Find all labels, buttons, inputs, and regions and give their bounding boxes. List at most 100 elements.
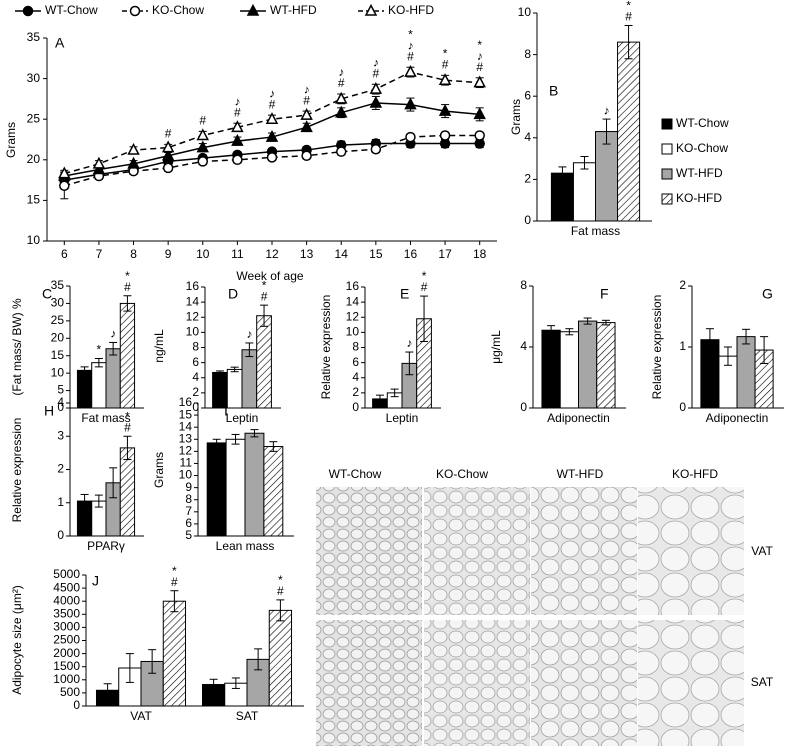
y-tick-label: 2000 bbox=[53, 646, 80, 660]
data-point bbox=[127, 156, 140, 169]
data-point bbox=[334, 91, 348, 104]
y-tick-label: 13 bbox=[179, 431, 193, 445]
micrograph-column-label: WT-Chow bbox=[329, 467, 382, 481]
y-tick-label: 0 bbox=[57, 528, 64, 542]
data-point bbox=[404, 64, 417, 77]
annotation: # bbox=[277, 584, 284, 598]
legend-marker bbox=[129, 5, 141, 17]
panel-label: J bbox=[92, 573, 99, 589]
data-point bbox=[300, 108, 313, 120]
annotation: ♪ bbox=[304, 82, 310, 96]
legend-marker bbox=[246, 3, 260, 16]
bar bbox=[736, 336, 756, 409]
bar bbox=[206, 442, 227, 537]
y-tick-label: 8 bbox=[352, 340, 359, 354]
y-tick-label: 0 bbox=[73, 698, 80, 712]
panel-label: B bbox=[549, 83, 558, 99]
y-tick-label: 10 bbox=[51, 365, 65, 379]
micrograph-column-label: KO-HFD bbox=[672, 467, 718, 481]
y-axis-label: Relative expression bbox=[10, 418, 24, 523]
annotation: * bbox=[626, 0, 631, 13]
data-point bbox=[369, 95, 383, 108]
y-tick-label: 10 bbox=[27, 233, 41, 247]
annotation: # bbox=[476, 60, 483, 74]
legend-marker bbox=[22, 5, 34, 17]
x-tick-label: Leptin bbox=[386, 411, 419, 425]
annotation: ♪ bbox=[373, 55, 379, 69]
y-tick-label: 0 bbox=[679, 400, 686, 414]
y-tick-label: 10 bbox=[346, 325, 360, 339]
y-tick-label: 3000 bbox=[53, 620, 80, 634]
y-tick-label: 4 bbox=[192, 370, 199, 384]
data-point bbox=[92, 156, 106, 169]
y-tick-label: 3 bbox=[57, 428, 64, 442]
y-tick-label: 20 bbox=[27, 152, 41, 166]
micrograph-image bbox=[531, 620, 637, 746]
y-tick-label: 3500 bbox=[53, 606, 80, 620]
y-tick-label: 1 bbox=[57, 495, 64, 509]
annotation: # bbox=[199, 114, 206, 128]
y-axis-label: Adipocyte size (μm²) bbox=[10, 585, 24, 695]
y-axis-label: μg/mL bbox=[489, 330, 503, 364]
y-tick-label: 5 bbox=[185, 528, 192, 542]
y-tick-label: 0 bbox=[520, 400, 527, 414]
y-tick-label: 500 bbox=[60, 685, 80, 699]
bar bbox=[596, 322, 616, 409]
legend-swatch bbox=[661, 118, 673, 130]
y-tick-label: 4 bbox=[352, 370, 359, 384]
x-tick-label: 16 bbox=[404, 247, 418, 261]
y-tick-label: 10 bbox=[186, 325, 200, 339]
annotation: # bbox=[269, 97, 276, 111]
legend-label: WT-HFD bbox=[676, 166, 723, 180]
y-tick-label: 25 bbox=[51, 313, 65, 327]
x-tick-label: 15 bbox=[369, 247, 383, 261]
legend-swatch bbox=[661, 143, 673, 155]
data-point bbox=[59, 180, 70, 192]
y-tick-label: 4000 bbox=[53, 593, 80, 607]
y-tick-label: 2500 bbox=[53, 633, 80, 647]
y-tick-label: 0 bbox=[57, 400, 64, 414]
micrograph-image bbox=[638, 620, 744, 746]
annotation: * bbox=[443, 47, 448, 61]
micrograph-column-label: KO-Chow bbox=[436, 467, 488, 481]
bar bbox=[595, 131, 619, 222]
data-point bbox=[335, 146, 347, 157]
bar bbox=[572, 162, 597, 222]
data-point bbox=[438, 73, 452, 85]
data-point bbox=[300, 120, 313, 133]
annotation: * bbox=[262, 278, 267, 292]
panel-label: G bbox=[762, 286, 773, 302]
data-point bbox=[161, 148, 175, 161]
legend-marker bbox=[364, 3, 378, 16]
annotation: ♪ bbox=[269, 86, 275, 100]
bar bbox=[76, 369, 93, 409]
data-point bbox=[196, 140, 210, 153]
data-point bbox=[58, 166, 71, 179]
y-tick-label: 35 bbox=[51, 278, 65, 292]
annotation: * bbox=[97, 343, 102, 357]
x-axis-label: Week of age bbox=[236, 269, 303, 283]
y-tick-label: 12 bbox=[186, 309, 200, 323]
y-tick-label: 12 bbox=[179, 444, 193, 458]
bar bbox=[559, 331, 579, 409]
y-tick-label: 2 bbox=[352, 385, 359, 399]
y-tick-label: 10 bbox=[179, 468, 193, 482]
bar bbox=[119, 302, 136, 409]
annotation: ♪ bbox=[477, 49, 483, 63]
data-point bbox=[232, 154, 243, 166]
y-tick-label: 6 bbox=[524, 88, 531, 102]
bar bbox=[226, 368, 243, 409]
x-tick-label: Lean mass bbox=[216, 539, 275, 553]
y-tick-label: 12 bbox=[346, 309, 360, 323]
y-tick-label: 15 bbox=[179, 407, 193, 421]
y-tick-label: 20 bbox=[51, 330, 65, 344]
x-tick-label: Fat mass bbox=[81, 411, 130, 425]
bar bbox=[225, 438, 246, 537]
annotation: * bbox=[477, 38, 482, 52]
annotation: # bbox=[234, 105, 241, 119]
y-tick-label: 15 bbox=[27, 193, 41, 207]
y-tick-label: 5000 bbox=[53, 567, 80, 581]
bar bbox=[162, 600, 187, 707]
y-tick-label: 14 bbox=[186, 294, 200, 308]
